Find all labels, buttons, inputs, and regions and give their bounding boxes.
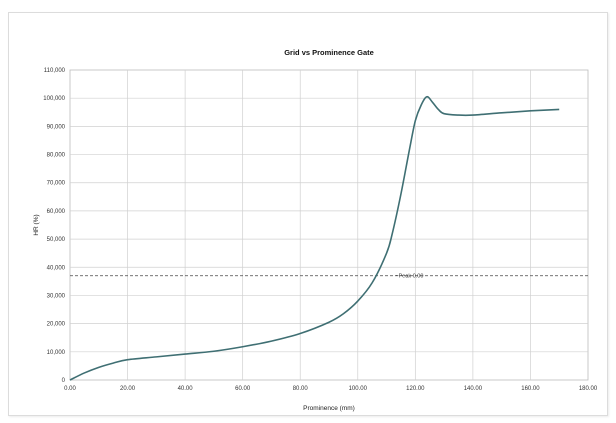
annotation-label: ~Peak 0.00 (395, 274, 423, 280)
x-tick-label: 0.00 (64, 386, 76, 392)
y-tick-label: 40,000 (47, 265, 66, 271)
y-tick-label: 30,000 (47, 293, 66, 299)
chart-title: Grid vs Prominence Gate (284, 48, 374, 57)
y-tick-label: 90,000 (47, 124, 66, 130)
x-tick-label: 20.00 (120, 386, 136, 392)
series-line-0 (69, 95, 560, 381)
x-axis-ticks: 0.00 20.00 40.00 60.00 80.00 100.00 120.00 140.… (64, 386, 598, 392)
gridlines (70, 70, 588, 380)
x-tick-label: 160.00 (521, 386, 540, 392)
plot-area (69, 69, 589, 381)
x-tick-label: 100.00 (349, 386, 368, 392)
x-tick-label: 140.00 (464, 386, 483, 392)
x-tick-label: 60.00 (235, 386, 251, 392)
y-tick-label: 0 (62, 378, 66, 384)
y-tick-label: 100,000 (43, 96, 65, 102)
y-tick-label: 80,000 (47, 153, 66, 159)
y-tick-label: 20,000 (47, 322, 66, 328)
y-tick-label: 110,000 (44, 68, 66, 74)
y-tick-label: 70,000 (47, 181, 66, 187)
x-axis-title: Prominence (mm) (303, 405, 355, 412)
x-tick-label: 80.00 (293, 386, 309, 392)
x-tick-label: 180.00 (579, 386, 598, 392)
y-axis-ticks: 0 10,000 20,000 30,000 40,000 50,000 60,000 70,… (43, 68, 65, 384)
series-group (69, 95, 560, 381)
x-tick-label: 120.00 (406, 386, 425, 392)
y-tick-label: 50,000 (47, 237, 66, 243)
x-tick-label: 40.00 (178, 386, 194, 392)
annotations: ~Peak 0.00 (70, 274, 588, 280)
y-tick-label: 10,000 (47, 350, 66, 356)
y-axis-title: HR (%) (33, 214, 40, 235)
y-tick-label: 60,000 (47, 209, 66, 215)
